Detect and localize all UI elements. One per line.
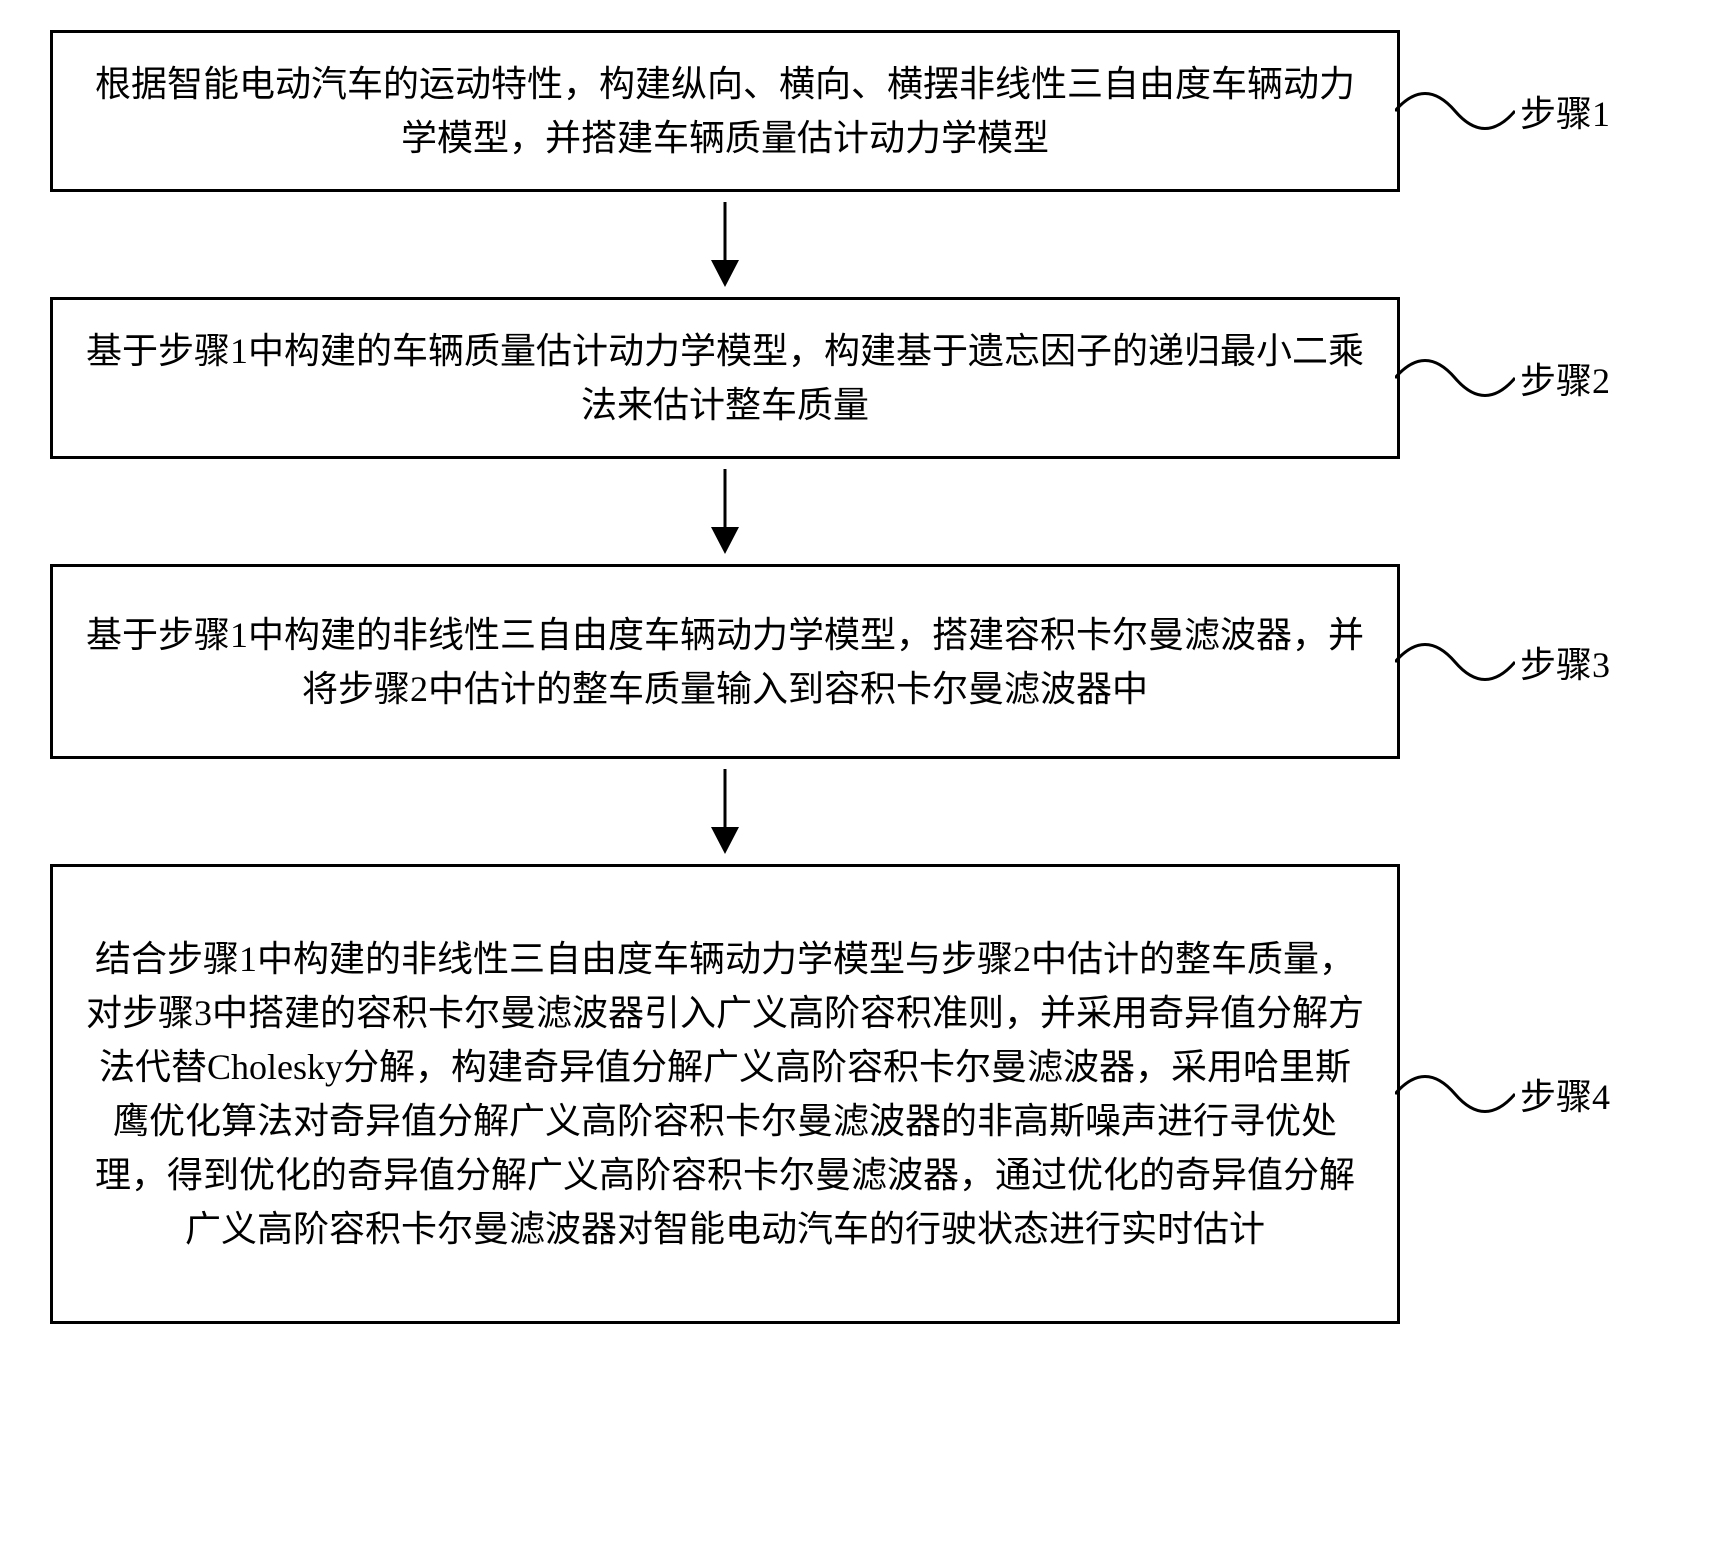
step-label-1: 步骤1 [1520,85,1610,137]
curve-icon [1395,627,1515,697]
step-label-2: 步骤2 [1520,352,1610,404]
step-content-2: 基于步骤1中构建的车辆质量估计动力学模型，构建基于遗忘因子的递归最小二乘法来估计… [83,324,1367,432]
connector-1: 步骤1 [1395,76,1610,146]
step-content-4: 结合步骤1中构建的非线性三自由度车辆动力学模型与步骤2中估计的整车质量，对步骤3… [83,932,1367,1256]
curve-icon [1395,1059,1515,1129]
curve-icon [1395,343,1515,413]
step-row-1: 根据智能电动汽车的运动特性，构建纵向、横向、横摆非线性三自由度车辆动力学模型，并… [50,30,1668,192]
step-content-1: 根据智能电动汽车的运动特性，构建纵向、横向、横摆非线性三自由度车辆动力学模型，并… [83,57,1367,165]
arrow-1-2 [50,192,1400,297]
step-row-3: 基于步骤1中构建的非线性三自由度车辆动力学模型，搭建容积卡尔曼滤波器，并将步骤2… [50,564,1668,759]
step-box-1: 根据智能电动汽车的运动特性，构建纵向、横向、横摆非线性三自由度车辆动力学模型，并… [50,30,1400,192]
step-box-2: 基于步骤1中构建的车辆质量估计动力学模型，构建基于遗忘因子的递归最小二乘法来估计… [50,297,1400,459]
step-label-4: 步骤4 [1520,1068,1610,1120]
flowchart-container: 根据智能电动汽车的运动特性，构建纵向、横向、横摆非线性三自由度车辆动力学模型，并… [50,30,1668,1324]
arrow-3-4 [50,759,1400,864]
step-row-4: 结合步骤1中构建的非线性三自由度车辆动力学模型与步骤2中估计的整车质量，对步骤3… [50,864,1668,1324]
connector-4: 步骤4 [1395,1059,1610,1129]
down-arrow-icon [705,769,745,854]
connector-2: 步骤2 [1395,343,1610,413]
step-content-3: 基于步骤1中构建的非线性三自由度车辆动力学模型，搭建容积卡尔曼滤波器，并将步骤2… [83,608,1367,716]
curve-icon [1395,76,1515,146]
step-box-4: 结合步骤1中构建的非线性三自由度车辆动力学模型与步骤2中估计的整车质量，对步骤3… [50,864,1400,1324]
connector-3: 步骤3 [1395,627,1610,697]
down-arrow-icon [705,469,745,554]
arrow-2-3 [50,459,1400,564]
down-arrow-icon [705,202,745,287]
step-label-3: 步骤3 [1520,636,1610,688]
step-box-3: 基于步骤1中构建的非线性三自由度车辆动力学模型，搭建容积卡尔曼滤波器，并将步骤2… [50,564,1400,759]
step-row-2: 基于步骤1中构建的车辆质量估计动力学模型，构建基于遗忘因子的递归最小二乘法来估计… [50,297,1668,459]
